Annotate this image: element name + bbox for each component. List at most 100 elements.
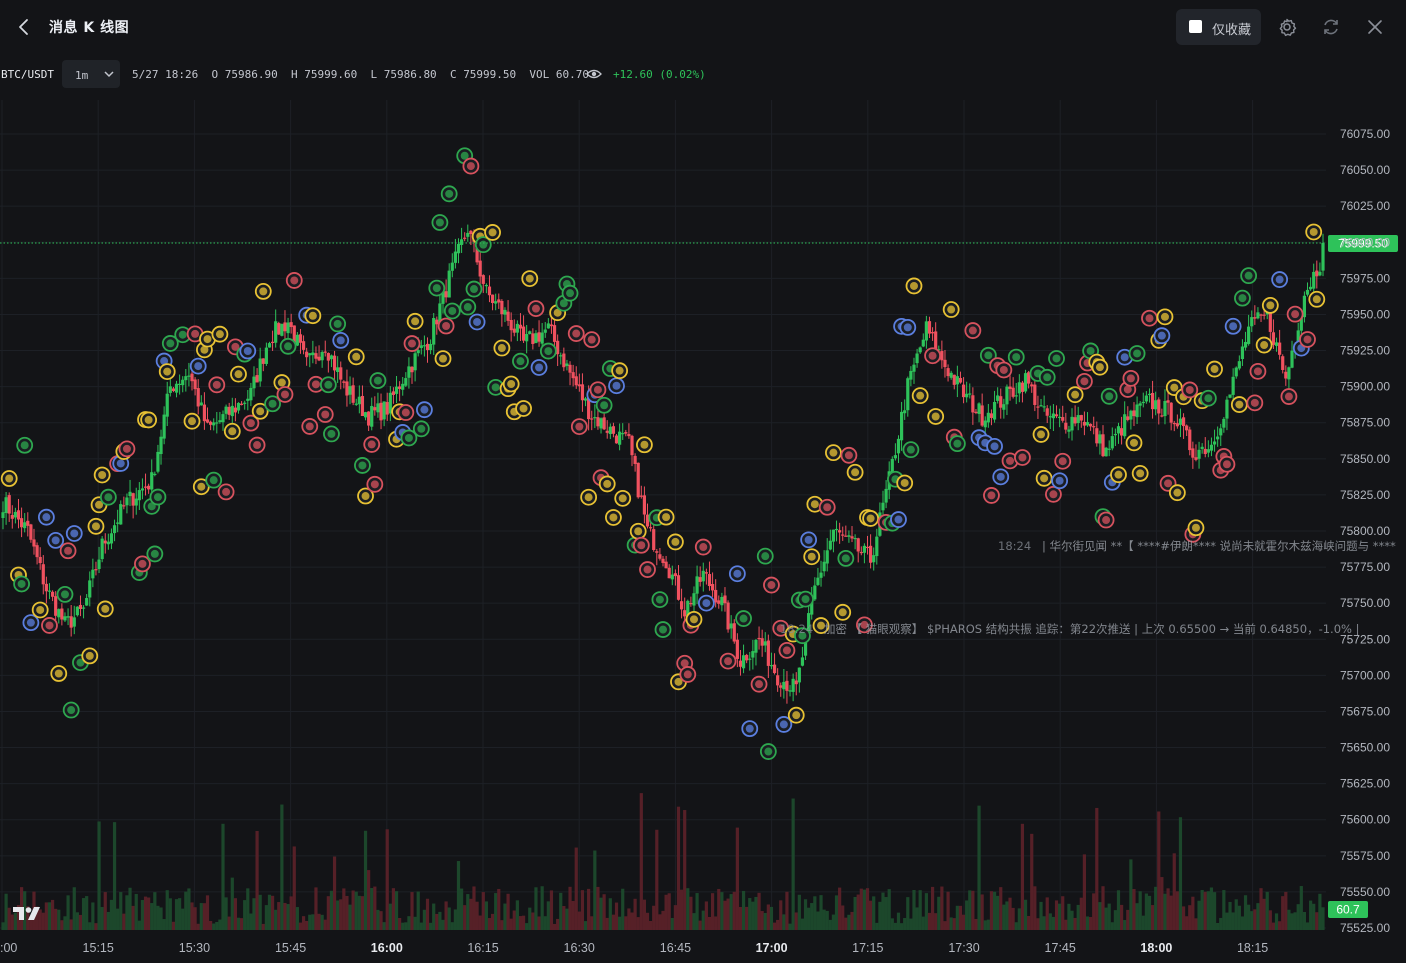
news-marker-icon: [521, 270, 539, 287]
volume-bar: [512, 910, 516, 930]
candle-body: [695, 576, 699, 594]
volume-bar: [187, 888, 191, 930]
change-value: +12.60 (0.02%): [613, 68, 706, 81]
back-button[interactable]: [10, 14, 38, 40]
candlestick-chart[interactable]: 18:24 | 华尔街见闻 **【 ****#伊朗**** 说尚未就霍尔木兹海峡问…: [0, 96, 1406, 963]
volume-bar: [683, 810, 687, 930]
news-marker-icon: [1001, 452, 1019, 470]
news-marker-icon: [279, 337, 297, 355]
candle-body: [1132, 410, 1136, 417]
candle-body: [834, 528, 839, 531]
volume-bar: [1166, 888, 1170, 930]
news-marker-icon: [927, 408, 945, 425]
ohlc-values: 5/27 18:26 O 75986.90 H 75999.60 L 75986…: [132, 68, 590, 81]
refresh-icon: [1324, 19, 1338, 35]
candle-body: [611, 426, 616, 434]
time-tick-label: 16:45: [660, 941, 691, 955]
candle-body: [903, 410, 907, 414]
candle-body: [88, 580, 92, 598]
volume-bar: [633, 898, 637, 930]
candle-body: [404, 378, 408, 386]
volume-bar: [1274, 913, 1279, 930]
interval-select[interactable]: 1m: [62, 60, 120, 88]
volume-bar: [398, 918, 402, 930]
news-marker-icon: [983, 487, 1000, 504]
price-axis: 76075.00 76050.00 76025.00 76000.00 75975.00…: [1340, 127, 1390, 935]
volume-bar: [1237, 905, 1241, 930]
close-button[interactable]: [1362, 14, 1388, 40]
volume-bar: [930, 886, 935, 930]
candle-body: [782, 681, 786, 690]
volume-bar: [577, 911, 581, 930]
volume-bar: [1250, 911, 1254, 930]
volume-bar: [909, 918, 913, 930]
volume-bar: [379, 911, 383, 930]
volume-bar: [552, 923, 557, 930]
candle-body: [10, 515, 14, 519]
news-marker-icon: [797, 590, 814, 608]
volume-bar: [60, 920, 64, 930]
volume-bar: [1188, 905, 1192, 930]
volume-bar: [1290, 913, 1294, 930]
volume-bar: [264, 905, 268, 930]
refresh-button[interactable]: [1318, 14, 1344, 40]
candle-body: [1188, 429, 1192, 451]
eye-icon[interactable]: [586, 68, 602, 80]
volume-bar: [593, 850, 597, 930]
candle-body: [13, 511, 17, 518]
volume-bar: [286, 904, 290, 930]
favorites-only-toggle[interactable]: 仅收藏: [1176, 9, 1261, 45]
candle-body: [1237, 361, 1241, 369]
settings-button[interactable]: [1274, 14, 1300, 40]
volume-bar: [23, 891, 27, 930]
candle-body: [348, 386, 352, 395]
candle-body: [1299, 315, 1303, 331]
news-marker-icon: [856, 616, 873, 634]
candle-body: [438, 303, 442, 325]
news-marker-icon: [666, 533, 684, 551]
candle-body: [670, 574, 674, 580]
volume-bar: [912, 889, 916, 930]
candle-body: [311, 352, 315, 356]
volume-bar: [174, 899, 179, 930]
volume-bar: [125, 895, 129, 930]
volume-bar: [859, 888, 863, 930]
volume-bar: [515, 900, 519, 930]
candle-body: [1073, 417, 1077, 424]
volume-bar: [1144, 893, 1148, 930]
favorites-only-checkbox[interactable]: [1189, 20, 1202, 33]
news-marker-icon: [818, 498, 836, 516]
candle-body: [388, 392, 392, 414]
volume-bar: [131, 905, 135, 930]
candle-body: [822, 561, 826, 572]
candle-body: [72, 617, 76, 627]
volume-bar: [596, 886, 600, 930]
candle-body: [26, 520, 30, 526]
news-marker-icon: [301, 418, 319, 435]
news-marker-icon: [16, 436, 34, 454]
candle-body: [1023, 373, 1028, 392]
candle-body: [1126, 416, 1130, 421]
candle-body: [683, 610, 687, 617]
news-marker-icon: [775, 716, 793, 733]
candle-body: [1123, 414, 1127, 437]
candle-body: [930, 332, 935, 334]
news-marker-icon: [589, 381, 607, 399]
candle-body: [633, 455, 637, 464]
candle-body: [732, 623, 736, 642]
news-marker-icon: [778, 641, 796, 659]
candle-series: [1, 224, 1325, 704]
news-marker-icon: [406, 312, 424, 330]
candle-body: [165, 393, 169, 417]
candle-body: [1033, 384, 1037, 405]
volume-bar: [1014, 922, 1018, 930]
candle-body: [825, 550, 829, 564]
news-marker-icon: [834, 603, 852, 621]
volume-bar: [178, 898, 182, 930]
volume-bar: [521, 915, 526, 930]
candle-body: [534, 333, 538, 344]
volume-bar: [10, 914, 14, 930]
volume-bar: [209, 920, 213, 930]
news-marker-icon: [1255, 336, 1273, 354]
volume-bar: [1, 922, 5, 930]
